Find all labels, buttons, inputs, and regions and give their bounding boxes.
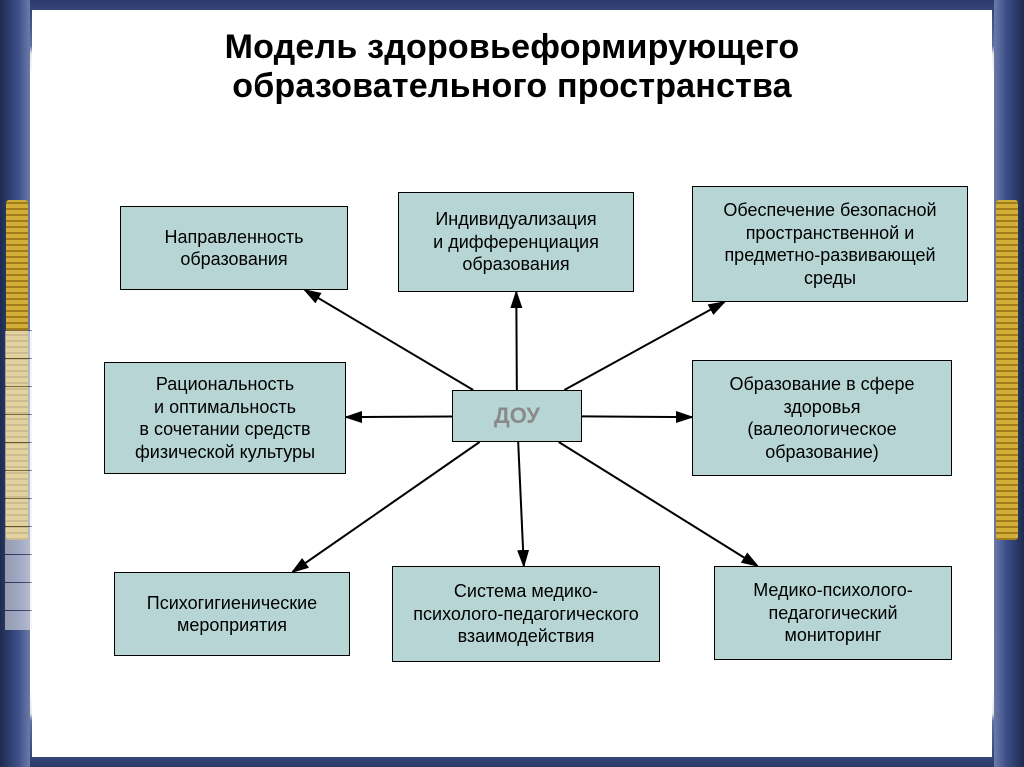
slide: Модель здоровьеформирующего образователь… [32,10,992,757]
node-mid-right: Образование в сферездоровья(валеологичес… [692,360,952,476]
node-mid-left: Рациональностьи оптимальностьв сочетании… [104,362,346,474]
node-top-right: Обеспечение безопаснойпространственной и… [692,186,968,302]
gold-strip-left [6,200,28,540]
frame-left [0,0,30,767]
title-line-2: образовательного пространства [232,67,791,105]
gold-strip-right [996,200,1018,540]
node-top-right-label: Обеспечение безопаснойпространственной и… [723,199,936,289]
node-bot-mid-label: Система медико-психолого-педагогического… [413,580,638,648]
node-bot-mid: Система медико-психолого-педагогического… [392,566,660,662]
node-center-label: ДОУ [494,402,540,430]
node-bot-right: Медико-психолого-педагогическиймониторин… [714,566,952,660]
node-top-mid-label: Индивидуализацияи дифференциацияобразова… [433,208,599,276]
page-title: Модель здоровьеформирующего образователь… [32,28,992,106]
node-bot-left: Психогигиеническиемероприятия [114,572,350,656]
node-mid-right-label: Образование в сферездоровья(валеологичес… [730,373,915,463]
node-top-mid: Индивидуализацияи дифференциацияобразова… [398,192,634,292]
title-line-1: Модель здоровьеформирующего [225,28,800,66]
frame-right [994,0,1024,767]
node-bot-left-label: Психогигиеническиемероприятия [147,592,317,637]
node-top-left: Направленностьобразования [120,206,348,290]
node-bot-right-label: Медико-психолого-педагогическиймониторин… [753,579,913,647]
node-center: ДОУ [452,390,582,442]
node-top-left-label: Направленностьобразования [165,226,304,271]
node-mid-left-label: Рациональностьи оптимальностьв сочетании… [135,373,315,463]
